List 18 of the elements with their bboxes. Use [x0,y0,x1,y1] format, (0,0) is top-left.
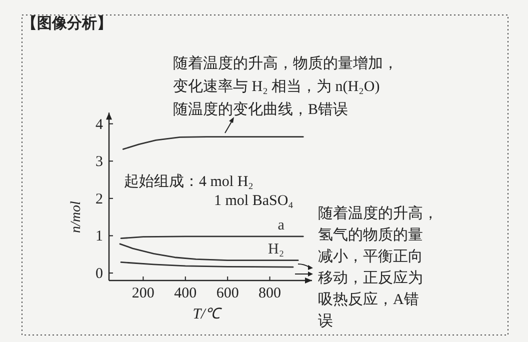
series-label: H₂ [268,241,284,258]
text: 随着温度的升高，氢气的物质的量减小，平衡正向移动，正反应为吸热反应，A错误 [318,205,438,330]
annotation: 随着温度的升高，物质的量增加，变化速率与 H₂ 相当，为 n(H₂O) 随温度的变化曲线，B错误 [173,55,398,118]
y-tick-label: 2 [96,191,103,208]
y-tick-label: 0 [96,266,103,282]
annotation: 起始组成：4 mol H₂ [124,173,254,190]
x-tick-label: 400 [174,286,197,302]
y-axis-title: n/mol [69,201,84,234]
annotation: 1 mol BaSO₄ [214,193,294,209]
x-tick-label: 800 [258,286,282,302]
series-label: a [278,217,285,234]
y-tick-label: 1 [96,228,103,245]
chart-title: 【图像分析】 [22,14,112,32]
x-tick-label: 600 [216,286,239,302]
y-tick-label: 3 [96,154,103,170]
x-axis-title: T/℃ [192,306,224,322]
x-tick-label: 200 [132,286,154,302]
y-tick-label: 4 [96,116,104,133]
